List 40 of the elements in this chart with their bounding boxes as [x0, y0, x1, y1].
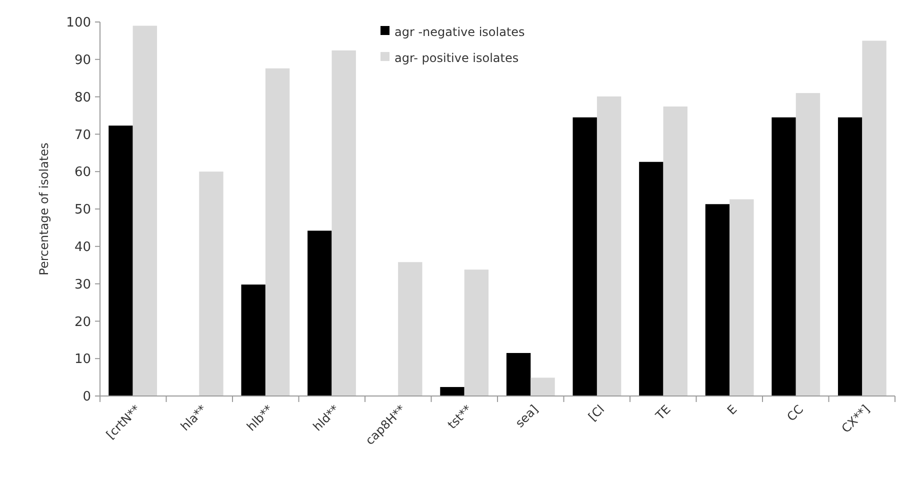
- bar: [772, 117, 796, 396]
- bar: [464, 270, 489, 396]
- bar: [332, 50, 356, 396]
- bar: [705, 204, 730, 396]
- x-tick-label: [Cl: [586, 402, 608, 424]
- y-tick-label: 20: [74, 314, 91, 330]
- bar: [596, 96, 622, 396]
- bar: [572, 117, 597, 396]
- bar: [398, 262, 422, 396]
- bar: [440, 387, 464, 396]
- bar: [530, 378, 555, 396]
- bar: [308, 230, 332, 396]
- legend-label: agr- positive isolates: [394, 51, 519, 66]
- bar: [199, 172, 224, 396]
- y-tick-label: 100: [66, 16, 91, 31]
- bar: [108, 126, 133, 396]
- bar: [796, 93, 820, 396]
- bar: [663, 106, 688, 396]
- y-tick-label: 60: [74, 165, 91, 180]
- bar: [730, 199, 754, 396]
- bar: [265, 68, 290, 396]
- y-tick-label: 80: [74, 90, 91, 106]
- y-tick-label: 70: [74, 128, 91, 143]
- bar: [639, 162, 664, 396]
- x-tick-label: CC: [784, 402, 806, 424]
- y-tick-label: 50: [74, 202, 91, 218]
- y-tick-label: 10: [74, 352, 91, 368]
- bar: [838, 117, 862, 396]
- x-tick-label: E: [724, 402, 740, 418]
- bar: [506, 352, 531, 396]
- y-tick-label: 0: [82, 390, 91, 405]
- y-axis-title: Percentage of isolates: [37, 142, 51, 276]
- bar: [241, 284, 266, 396]
- y-tick-label: 90: [74, 52, 91, 68]
- legend-label: agr -negative isolates: [394, 25, 525, 40]
- x-tick-label: TE: [652, 402, 674, 424]
- bar: [862, 40, 886, 396]
- y-tick-label: 40: [74, 240, 91, 255]
- bar: [132, 26, 158, 396]
- y-tick-label: 30: [74, 277, 91, 292]
